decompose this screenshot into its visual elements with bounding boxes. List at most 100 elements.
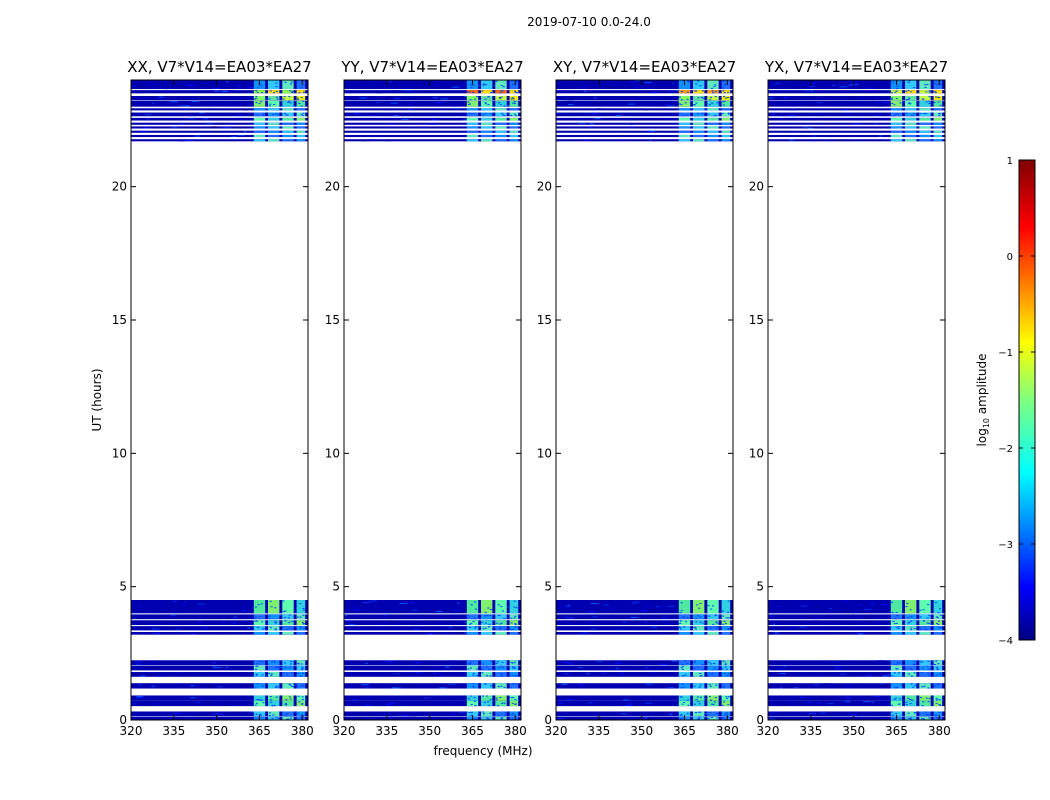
noise-speckle	[665, 696, 671, 698]
band-speckle	[482, 84, 485, 86]
band-speckle	[716, 712, 718, 714]
x-tick-label: 335	[587, 724, 610, 738]
band-speckle	[274, 629, 277, 631]
band-speckle	[716, 626, 719, 628]
band-speckle	[469, 695, 472, 697]
noise-speckle	[206, 123, 213, 125]
signal-band	[253, 711, 266, 717]
noise-speckle	[410, 602, 415, 603]
band-speckle	[926, 714, 929, 716]
signal-band	[919, 660, 931, 666]
band-speckle	[895, 113, 897, 115]
noise-speckle	[628, 123, 634, 125]
noise-speckle	[605, 718, 614, 720]
signal-band	[296, 122, 306, 125]
signal-band	[933, 620, 943, 626]
band-speckle	[290, 81, 293, 83]
noise-speckle	[644, 82, 652, 83]
noise-speckle	[489, 109, 497, 110]
y-tick-label: 15	[749, 313, 764, 327]
band-speckle	[893, 698, 896, 700]
band-speckle	[490, 685, 492, 687]
band-speckle	[514, 615, 517, 617]
band-speckle	[694, 660, 697, 662]
signal-band	[933, 122, 943, 125]
signal-band	[296, 130, 306, 133]
noise-speckle	[151, 602, 154, 604]
noise-speckle	[452, 86, 460, 88]
noise-speckle	[383, 627, 389, 628]
band-speckle	[514, 623, 517, 625]
signal-band	[495, 695, 507, 701]
noise-speckle	[463, 115, 470, 117]
noise-speckle	[672, 127, 678, 129]
data-block	[344, 665, 521, 671]
noise-speckle	[645, 684, 653, 685]
band-speckle	[722, 90, 725, 92]
band-speckle	[286, 713, 289, 715]
band-speckle	[472, 674, 475, 676]
noise-speckle	[245, 685, 253, 687]
signal-band	[481, 122, 493, 125]
band-speckle	[928, 623, 931, 625]
band-speckle	[270, 606, 273, 608]
band-speckle	[928, 615, 931, 617]
noise-speckle	[932, 99, 935, 101]
band-speckle	[697, 701, 700, 703]
noise-floor	[131, 626, 308, 631]
noise-speckle	[718, 703, 724, 705]
band-speckle	[286, 629, 289, 631]
noise-speckle	[800, 605, 808, 607]
noise-speckle	[782, 666, 787, 668]
noise-speckle	[407, 127, 411, 128]
noise-speckle	[651, 92, 658, 94]
y-tick-label: 0	[756, 713, 764, 727]
noise-speckle	[675, 90, 680, 92]
noise-speckle	[648, 140, 652, 142]
noise-speckle	[881, 628, 886, 630]
noise-speckle	[212, 713, 220, 715]
band-speckle	[923, 113, 925, 114]
band-speckle	[908, 97, 911, 99]
band-speckle	[722, 615, 724, 617]
noise-speckle	[214, 85, 219, 87]
data-block	[344, 126, 521, 129]
band-speckle	[499, 623, 502, 625]
noise-speckle	[426, 90, 432, 92]
noise-floor	[131, 117, 308, 121]
data-block	[556, 672, 733, 677]
band-speckle	[497, 604, 500, 606]
noise-speckle	[862, 701, 871, 703]
band-speckle	[301, 621, 304, 623]
noise-speckle	[206, 702, 213, 704]
signal-band	[693, 117, 705, 121]
signal-band	[678, 700, 691, 707]
band-speckle	[510, 662, 513, 664]
noise-speckle	[788, 627, 796, 629]
noise-speckle	[419, 109, 427, 110]
band-speckle	[710, 608, 713, 610]
noise-speckle	[131, 663, 138, 665]
band-speckle	[937, 718, 940, 720]
noise-speckle	[773, 606, 778, 608]
y-tick-label: 5	[756, 580, 764, 594]
noise-speckle	[648, 130, 655, 132]
x-tick-label: 320	[545, 724, 568, 738]
band-speckle	[725, 623, 727, 625]
band-speckle	[268, 105, 271, 107]
noise-speckle	[631, 602, 637, 604]
band-speckle	[938, 115, 941, 117]
x-tick-label: 335	[799, 724, 822, 738]
band-speckle	[474, 627, 477, 629]
data-block	[344, 117, 521, 121]
data-block	[556, 130, 733, 133]
band-speckle	[726, 675, 729, 677]
noise-speckle	[585, 628, 592, 629]
noise-speckle	[792, 126, 795, 128]
band-speckle	[256, 620, 258, 622]
band-speckle	[302, 685, 305, 687]
noise-speckle	[768, 669, 771, 671]
noise-speckle	[366, 697, 372, 699]
noise-speckle	[847, 84, 853, 86]
noise-speckle	[802, 126, 808, 128]
